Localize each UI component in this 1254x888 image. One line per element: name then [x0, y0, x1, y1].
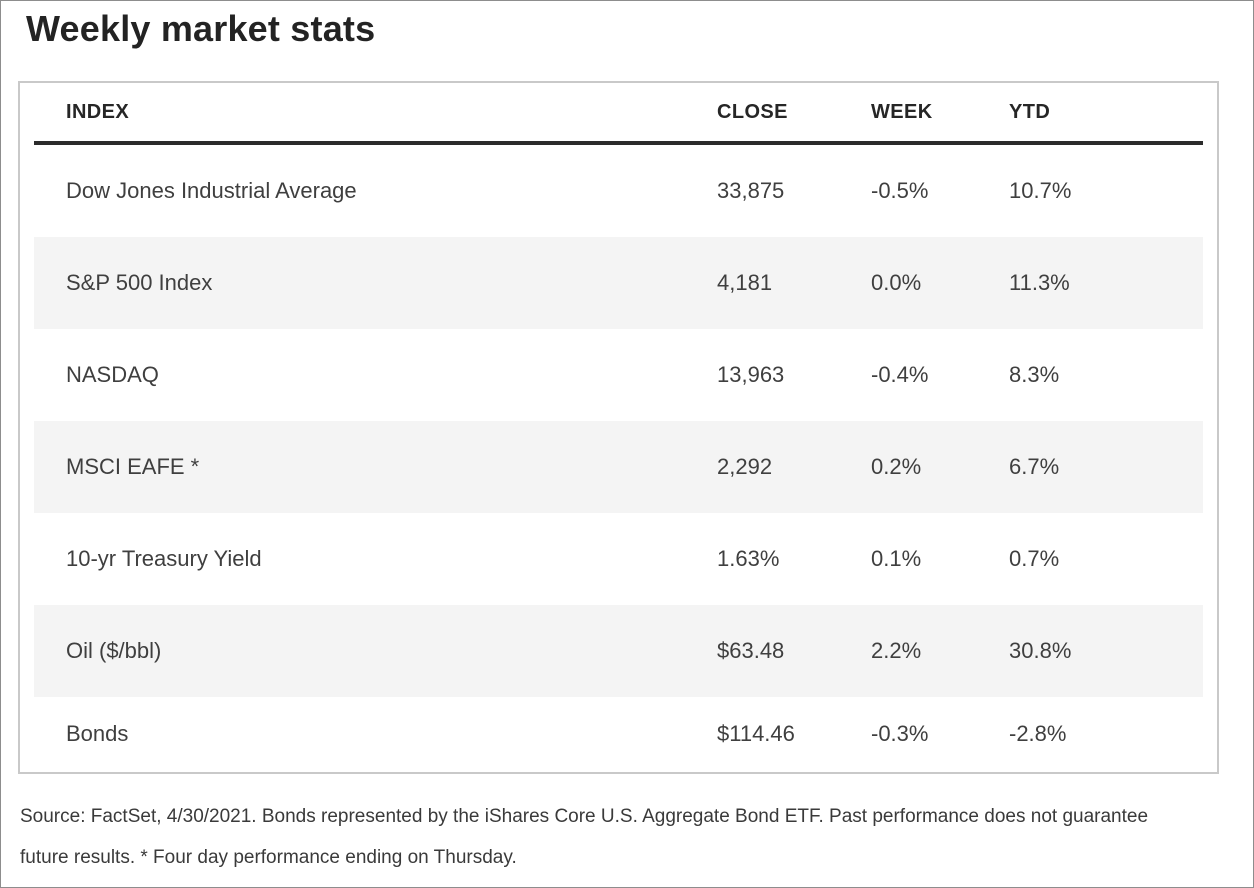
market-stats-table: INDEX CLOSE WEEK YTD Dow Jones Industria… — [18, 81, 1219, 774]
cell-index-name: 10-yr Treasury Yield — [66, 546, 262, 571]
table-body: Dow Jones Industrial Average 33,875 -0.5… — [20, 145, 1217, 771]
column-header-week: WEEK — [871, 100, 933, 123]
table-row: Oil ($/bbl) $63.48 2.2% 30.8% — [34, 605, 1203, 697]
cell-close-value: 4,181 — [717, 270, 773, 295]
footnote-line-2: future results. * Four day performance e… — [20, 847, 517, 868]
cell-close-value: $63.48 — [717, 638, 785, 663]
cell-index-name: Dow Jones Industrial Average — [66, 178, 357, 203]
column-header-index: INDEX — [66, 100, 130, 123]
cell-ytd-change: 30.8% — [1009, 638, 1072, 663]
cell-week-change: -0.4% — [871, 362, 929, 387]
cell-ytd-change: 8.3% — [1009, 362, 1060, 387]
cell-week-change: 0.1% — [871, 546, 922, 571]
footnote-line-1: Source: FactSet, 4/30/2021. Bonds repres… — [20, 806, 1149, 827]
table-row: Dow Jones Industrial Average 33,875 -0.5… — [34, 145, 1203, 237]
cell-index-name: Bonds — [66, 721, 129, 746]
table-row: 10-yr Treasury Yield 1.63% 0.1% 0.7% — [34, 513, 1203, 605]
table-row: NASDAQ 13,963 -0.4% 8.3% — [34, 329, 1203, 421]
cell-ytd-change: -2.8% — [1009, 721, 1067, 746]
cell-index-name: MSCI EAFE * — [66, 454, 200, 479]
cell-index-name: Oil ($/bbl) — [66, 638, 162, 663]
header-divider — [34, 141, 1203, 145]
cell-week-change: -0.5% — [871, 178, 929, 203]
column-header-ytd: YTD — [1009, 100, 1051, 123]
cell-week-change: 0.0% — [871, 270, 922, 295]
cell-week-change: 0.2% — [871, 454, 922, 479]
cell-close-value: 2,292 — [717, 454, 773, 479]
cell-index-name: S&P 500 Index — [66, 270, 213, 295]
column-header-close: CLOSE — [717, 100, 788, 123]
source-footnote: Source: FactSet, 4/30/2021. Bonds repres… — [20, 796, 1220, 878]
cell-close-value: 1.63% — [717, 546, 780, 571]
cell-week-change: 2.2% — [871, 638, 922, 663]
table-row: Bonds $114.46 -0.3% -2.8% — [34, 697, 1203, 771]
cell-close-value: 13,963 — [717, 362, 785, 387]
table-row: MSCI EAFE * 2,292 0.2% 6.7% — [34, 421, 1203, 513]
cell-close-value: 33,875 — [717, 178, 785, 203]
cell-week-change: -0.3% — [871, 721, 929, 746]
cell-ytd-change: 10.7% — [1009, 178, 1072, 203]
page-title: Weekly market stats — [26, 8, 376, 49]
cell-ytd-change: 11.3% — [1009, 270, 1070, 295]
cell-index-name: NASDAQ — [66, 362, 159, 387]
cell-ytd-change: 0.7% — [1009, 546, 1060, 571]
table-header-row: INDEX CLOSE WEEK YTD — [34, 83, 1203, 141]
cell-close-value: $114.46 — [717, 721, 795, 746]
table-row: S&P 500 Index 4,181 0.0% 11.3% — [34, 237, 1203, 329]
cell-ytd-change: 6.7% — [1009, 454, 1060, 479]
